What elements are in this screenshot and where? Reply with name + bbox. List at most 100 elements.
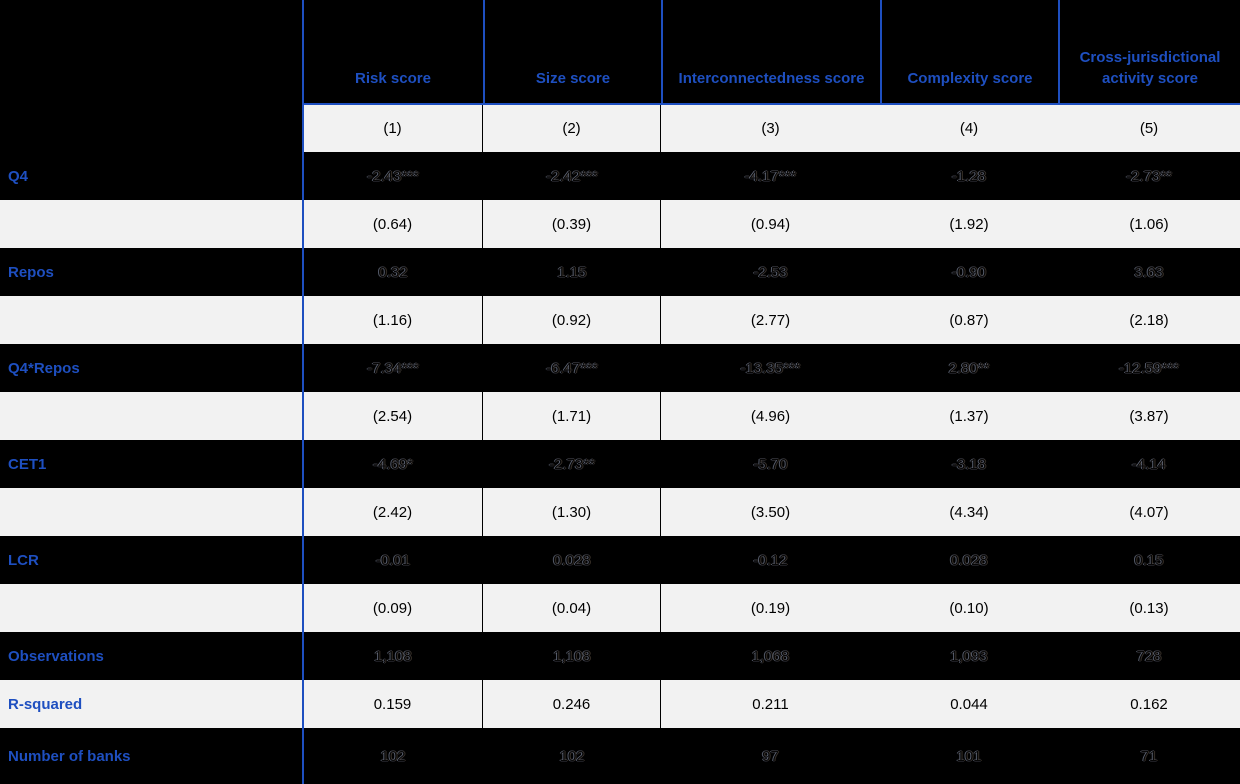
header-row: Risk score Size score Interconnectedness s…: [0, 0, 1240, 105]
value-cell: 1,093: [950, 647, 988, 665]
se-cell: (2.42): [303, 488, 483, 536]
se-cell: (1.06): [1129, 215, 1169, 233]
value-cell: -2.73**: [549, 455, 595, 473]
se-cell: (2.54): [303, 392, 483, 440]
column-number: (1): [303, 105, 483, 152]
value-cell: 101: [956, 747, 982, 765]
se-cell: (0.64): [303, 200, 483, 248]
se-cell: (1.30): [483, 488, 661, 536]
se-cell: (0.19): [750, 599, 791, 617]
value-cell: -1.28: [951, 167, 987, 185]
column-number: (3): [661, 105, 880, 152]
table-row: (1.16) (0.92) (2.77) (0.87) (2.18): [0, 296, 1240, 344]
table-row: Q4*Repos -7.34*** -6.47*** -13.35*** 2.80** -…: [0, 344, 1240, 392]
column-header: Complexity score: [880, 0, 1058, 105]
column-header: Interconnectedness score: [661, 0, 880, 105]
se-cell: (1.16): [303, 296, 483, 344]
row-label: CET1: [8, 455, 47, 473]
value-cell: 728: [1136, 647, 1162, 665]
value-cell: 0.162: [1130, 695, 1168, 713]
row-label: Observations: [8, 647, 104, 665]
value-cell: 1,108: [374, 647, 412, 665]
se-cell: (0.04): [483, 584, 661, 632]
se-cell: (2.18): [1129, 311, 1169, 329]
value-cell: 0.159: [303, 680, 483, 728]
se-cell: (3.50): [750, 503, 791, 521]
se-cell: (0.94): [750, 215, 791, 233]
table-row: Observations 1,108 1,108 1,068 1,093 728: [0, 632, 1240, 680]
value-cell: -3.18: [951, 455, 987, 473]
label-column-divider: [302, 0, 304, 784]
value-cell: -5.70: [753, 455, 788, 473]
value-cell: 102: [559, 747, 585, 765]
value-cell: 3.63: [1134, 263, 1164, 281]
row-label: R-squared: [8, 695, 83, 713]
value-cell: -2.43***: [367, 167, 419, 185]
value-cell: 0.211: [752, 695, 789, 713]
value-cell: 2.80**: [948, 359, 990, 377]
value-cell: 0.32: [378, 263, 408, 281]
table-row: Repos 0.32 1.15 -2.53 -0.90 3.63: [0, 248, 1240, 296]
value-cell: -12.59***: [1118, 359, 1180, 377]
value-cell: 1,068: [751, 647, 790, 665]
row-label: [0, 200, 303, 248]
se-cell: (0.92): [483, 296, 661, 344]
table-body: Q4 -2.43*** -2.42*** -4.17*** -1.28 -2.73** (0…: [0, 152, 1240, 784]
column-header: Risk score: [303, 0, 483, 105]
label-column-spacer: [0, 105, 303, 152]
table-row: CET1 -4.69* -2.73** -5.70 -3.18 -4.14: [0, 440, 1240, 488]
table-row: Number of banks 102 102 97 101 71: [0, 728, 1240, 784]
value-cell: -6.47***: [546, 359, 598, 377]
se-cell: (0.39): [483, 200, 661, 248]
table-row: (2.42) (1.30) (3.50) (4.34) (4.07): [0, 488, 1240, 536]
column-number-row: (1) (2) (3) (4) (5): [0, 105, 1240, 152]
row-label: [0, 296, 303, 344]
value-cell: 0.15: [1134, 551, 1164, 569]
value-cell: -0.12: [753, 551, 788, 569]
row-label: [0, 584, 303, 632]
value-cell: -0.90: [951, 263, 987, 281]
se-cell: (4.96): [750, 407, 791, 425]
table-row: (2.54) (1.71) (4.96) (1.37) (3.87): [0, 392, 1240, 440]
value-cell: 97: [762, 747, 779, 765]
table-row: (0.09) (0.04) (0.19) (0.10) (0.13): [0, 584, 1240, 632]
column-number: (4): [880, 105, 1058, 152]
value-cell: 0.028: [553, 551, 591, 569]
row-label: Q4*Repos: [8, 359, 80, 377]
value-cell: -7.34***: [367, 359, 419, 377]
value-cell: -2.42***: [546, 167, 598, 185]
value-cell: 102: [380, 747, 406, 765]
column-number: (2): [483, 105, 661, 152]
table-row: R-squared 0.159 0.246 0.211 0.044 0.162: [0, 680, 1240, 728]
value-cell: 0.028: [950, 551, 988, 569]
header-empty-cell: [0, 0, 303, 105]
se-cell: (1.37): [949, 407, 989, 425]
column-number: (5): [1058, 105, 1240, 152]
table-row: LCR -0.01 0.028 -0.12 0.028 0.15: [0, 536, 1240, 584]
row-label: Q4: [8, 167, 29, 185]
se-cell: (1.71): [483, 392, 661, 440]
se-cell: (0.10): [949, 599, 989, 617]
table-row: Q4 -2.43*** -2.42*** -4.17*** -1.28 -2.73**: [0, 152, 1240, 200]
table-row: (0.64) (0.39) (0.94) (1.92) (1.06): [0, 200, 1240, 248]
se-cell: (0.09): [303, 584, 483, 632]
row-label: [0, 488, 303, 536]
value-cell: 1.15: [557, 263, 587, 281]
value-cell: 0.044: [950, 695, 988, 713]
row-label: [0, 392, 303, 440]
se-cell: (2.77): [750, 311, 791, 329]
se-cell: (4.34): [949, 503, 989, 521]
value-cell: -4.14: [1131, 455, 1167, 473]
value-cell: 1,108: [553, 647, 591, 665]
se-cell: (0.13): [1129, 599, 1169, 617]
value-cell: -2.53: [753, 263, 788, 281]
value-cell: -4.69*: [372, 455, 414, 473]
se-cell: (0.87): [949, 311, 989, 329]
row-label: Repos: [8, 263, 54, 281]
value-cell: -13.35***: [740, 359, 801, 377]
se-cell: (4.07): [1129, 503, 1169, 521]
value-cell: 0.246: [483, 680, 661, 728]
value-cell: -0.01: [375, 551, 411, 569]
row-label: Number of banks: [8, 747, 131, 765]
